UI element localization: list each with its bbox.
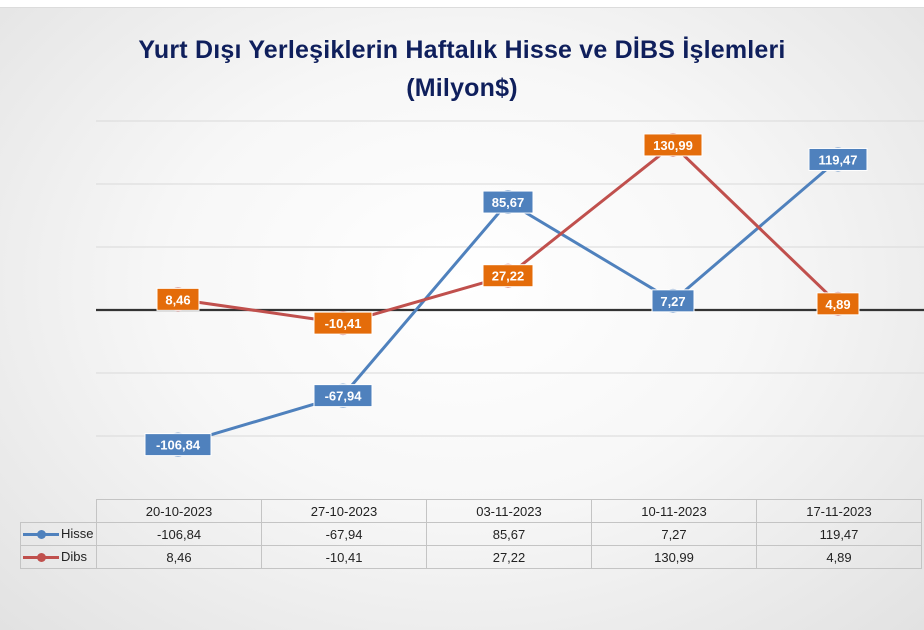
data-table-row-dibs: Dibs 8,46 -10,41 27,22 130,99 4,89 — [20, 545, 922, 569]
table-cell: 8,46 — [96, 545, 262, 569]
data-label-dibs: 27,22 — [492, 269, 525, 284]
data-label-hisse: -67,94 — [325, 389, 363, 404]
chart-title: Yurt Dışı Yerleşiklerin Haftalık Hisse v… — [138, 36, 786, 64]
table-cell: 130,99 — [591, 545, 757, 569]
data-label-box-hisse — [808, 147, 868, 171]
data-label-box-dibs — [313, 311, 373, 335]
legend-label-dibs: Dibs — [61, 549, 88, 564]
data-label-hisse: 7,27 — [660, 294, 685, 309]
table-cell: 4,89 — [756, 545, 922, 569]
data-label-box-dibs — [643, 133, 703, 157]
data-label-hisse: 119,47 — [818, 152, 857, 167]
legend-key-hisse: Hisse — [20, 522, 97, 546]
table-cell: -10,41 — [261, 545, 427, 569]
data-table: 20-10-2023 27-10-2023 03-11-2023 10-11-2… — [20, 499, 922, 569]
table-cell: 85,67 — [426, 522, 592, 546]
category-cell: 10-11-2023 — [591, 499, 757, 523]
data-table-row-hisse: Hisse -106,84 -67,94 85,67 7,27 119,47 — [20, 522, 922, 546]
data-label-box-hisse — [313, 384, 373, 408]
data-label-box-dibs — [156, 287, 200, 311]
data-label-box-dibs — [482, 264, 534, 288]
table-cell: -67,94 — [261, 522, 427, 546]
data-label-dibs: 4,89 — [825, 297, 850, 312]
legend-label-hisse: Hisse — [61, 526, 94, 541]
category-cell: 17-11-2023 — [756, 499, 922, 523]
data-table-header-row: 20-10-2023 27-10-2023 03-11-2023 10-11-2… — [21, 499, 922, 523]
chart-subtitle: (Milyon$) — [406, 74, 518, 102]
data-label-box-hisse — [144, 433, 212, 457]
table-cell: 7,27 — [591, 522, 757, 546]
data-label-dibs: -10,41 — [325, 316, 362, 331]
table-cell: -106,84 — [96, 522, 262, 546]
legend-marker-hisse — [37, 530, 46, 539]
data-table-corner — [21, 500, 97, 523]
table-cell: 119,47 — [756, 522, 922, 546]
category-cell: 27-10-2023 — [261, 499, 427, 523]
data-label-box-hisse — [482, 190, 534, 214]
data-label-dibs: 8,46 — [165, 292, 190, 307]
series-line-dibs — [177, 143, 840, 325]
data-label-box-dibs — [816, 292, 860, 316]
data-label-hisse: 85,67 — [492, 195, 525, 210]
category-cell: 03-11-2023 — [426, 499, 592, 523]
table-cell: 27,22 — [426, 545, 592, 569]
data-label-dibs: 130,99 — [653, 138, 693, 153]
category-cell: 20-10-2023 — [96, 499, 262, 523]
legend-marker-dibs — [37, 553, 46, 562]
top-border — [0, 0, 924, 8]
data-label-box-hisse — [651, 289, 695, 313]
data-label-hisse: -106,84 — [156, 438, 201, 453]
legend-key-dibs: Dibs — [20, 545, 97, 569]
